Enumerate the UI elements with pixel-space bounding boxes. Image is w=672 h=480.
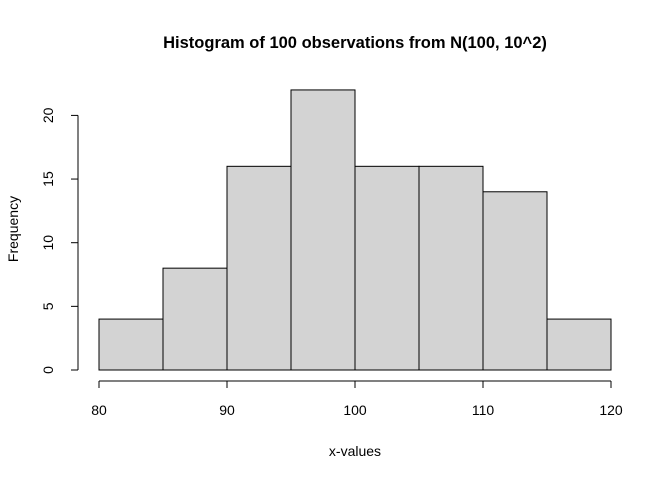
histogram-bar: [418, 165, 484, 371]
x-axis-label: x-values: [329, 443, 381, 459]
y-axis-label: Frequency: [5, 196, 21, 262]
x-tick-label: 110: [472, 402, 495, 418]
x-axis: 80 90 100 110 120: [91, 380, 623, 418]
x-tick-label: 100: [343, 402, 367, 418]
histogram-bar: [290, 89, 356, 371]
x-tick-label: 90: [219, 402, 235, 418]
y-tick-label: 10: [40, 235, 56, 251]
histogram-bar: [546, 318, 612, 371]
y-axis: 0 5 10 15 20: [40, 107, 79, 374]
histogram-bar: [354, 165, 420, 371]
histogram-bar: [226, 165, 292, 371]
y-tick-label: 15: [40, 171, 56, 187]
histogram-bar: [98, 318, 164, 371]
y-tick-label: 20: [40, 107, 56, 123]
x-tick-label: 120: [599, 402, 623, 418]
x-tick-label: 80: [91, 402, 107, 418]
y-tick-label: 0: [40, 366, 56, 374]
y-tick-label: 5: [40, 302, 56, 310]
bars-group: [98, 89, 612, 371]
chart-title: Histogram of 100 observations from N(100…: [163, 34, 547, 52]
histogram-bar: [162, 267, 228, 371]
histogram-bar: [482, 191, 548, 371]
